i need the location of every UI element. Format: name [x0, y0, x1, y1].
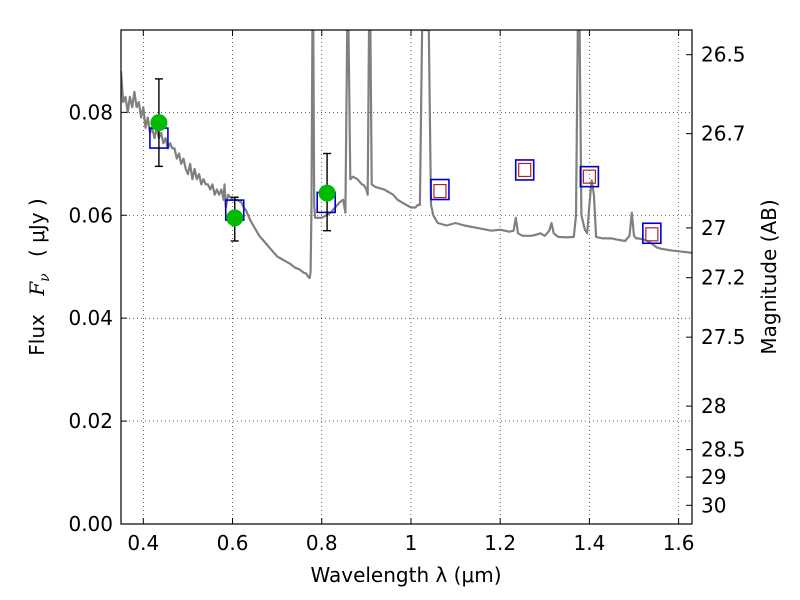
- y-tick-label: 0.06: [68, 203, 113, 227]
- x-tick-label: 0.6: [217, 531, 249, 555]
- observed-point: [226, 209, 244, 227]
- magnitude-tick-label: 28.5: [701, 438, 746, 462]
- magnitude-tick-label: 26.7: [701, 122, 746, 146]
- observed-point: [150, 114, 168, 132]
- y-tick-label: 0.00: [68, 512, 113, 536]
- y-axis-label-right: Magnitude (AB): [757, 199, 781, 354]
- magnitude-tick-label: 28: [701, 394, 726, 418]
- x-tick-label: 1.2: [484, 531, 516, 555]
- y-tick-label: 0.04: [68, 306, 113, 330]
- y-label-prefix: Flux: [25, 314, 49, 356]
- ticks-layer: 0.4 0.6 0.8 1 1.2 1.4 1.6 0.00 0.02 0.04 0.06 0.08 2…: [68, 30, 746, 555]
- model-band-square: [514, 159, 535, 181]
- model-band-square: [579, 165, 600, 188]
- magnitude-tick-label: 29: [701, 465, 726, 489]
- x-tick-label: 0.4: [127, 531, 159, 555]
- magnitude-tick-label: 30: [701, 493, 726, 517]
- magnitude-tick-label: 27: [701, 216, 726, 240]
- x-tick-label: 1.6: [663, 531, 695, 555]
- predicted-band-square: [433, 183, 447, 199]
- predicted-band-square: [518, 162, 532, 178]
- x-tick-label: 1.4: [573, 531, 605, 555]
- observed-point: [318, 184, 336, 202]
- y-label-unit: ( μJy ): [25, 198, 49, 257]
- magnitude-tick-label: 27.5: [701, 325, 746, 349]
- predicted-band-square: [582, 169, 596, 184]
- markers-layer: [149, 78, 662, 245]
- y-label-symbol: F: [25, 281, 49, 297]
- magnitude-tick-label: 26.5: [701, 43, 746, 67]
- y-axis-label-left: Flux Fν ( μJy ): [25, 198, 54, 355]
- model-band-square: [430, 178, 450, 201]
- plot-frame: [120, 29, 693, 525]
- magnitude-tick-label: 27.2: [701, 266, 746, 290]
- x-tick-label: 0.8: [306, 531, 338, 555]
- predicted-band-square: [645, 227, 659, 242]
- y-tick-label: 0.08: [68, 100, 113, 124]
- model-band-square: [642, 222, 662, 245]
- x-tick-label: 1: [405, 531, 418, 555]
- y-label-subscript: ν: [37, 273, 53, 282]
- x-axis-label: Wavelength λ (μm): [310, 563, 501, 587]
- y-tick-label: 0.02: [68, 409, 113, 433]
